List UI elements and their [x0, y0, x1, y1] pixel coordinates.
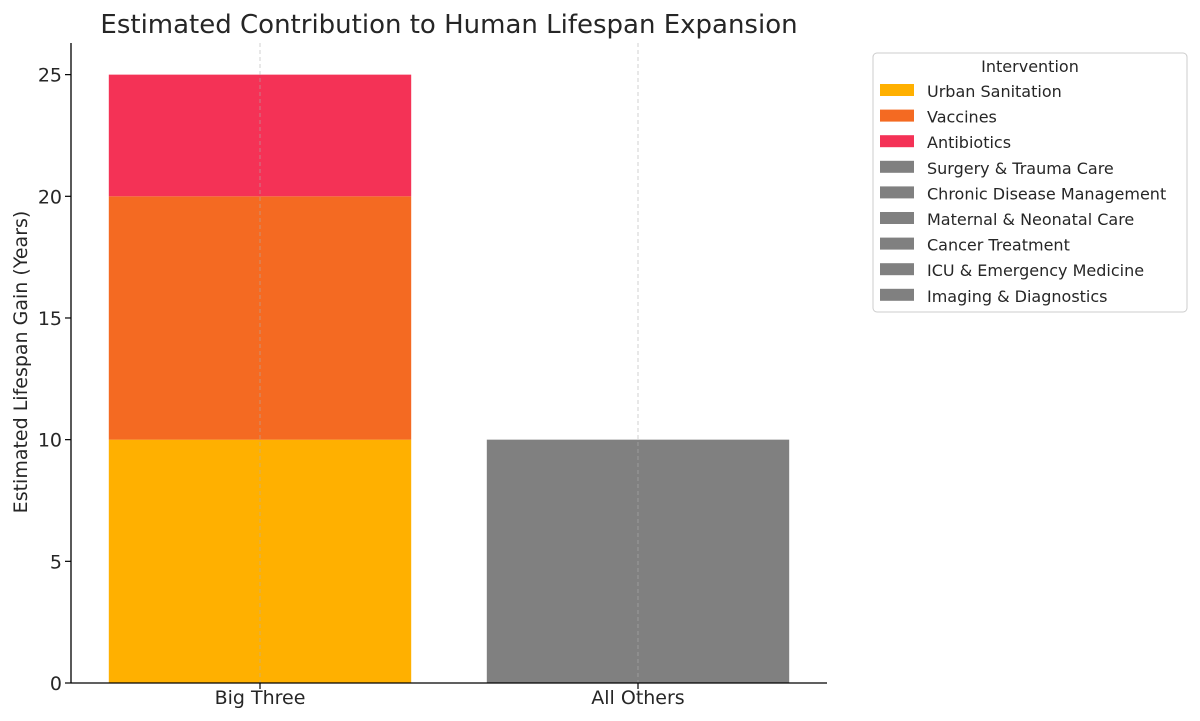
y-tick-label: 25: [38, 65, 62, 87]
legend-label: Maternal & Neonatal Care: [927, 210, 1134, 229]
axes-layer: 0 5 10 15 20 25 Big Three All Others: [38, 43, 827, 709]
legend-label: Antibiotics: [927, 133, 1011, 152]
legend-swatch: [880, 135, 914, 148]
legend: Intervention Urban Sanitation Vaccines Ant…: [872, 52, 1188, 313]
legend-label: Cancer Treatment: [927, 236, 1070, 255]
x-tick-label: All Others: [591, 687, 684, 709]
x-tick-label: Big Three: [215, 687, 306, 709]
y-tick-label: 20: [38, 186, 62, 208]
chart-title: Estimated Contribution to Human Lifespan…: [100, 10, 797, 40]
grid-layer: [259, 43, 639, 683]
legend-label: Urban Sanitation: [927, 82, 1062, 101]
y-tick-label: 10: [38, 430, 62, 452]
y-tick-label: 0: [50, 673, 62, 695]
y-axis-label: Estimated Lifespan Gain (Years): [10, 211, 32, 514]
y-tick-label: 5: [50, 551, 62, 573]
bars-layer: [108, 74, 790, 683]
legend-frame: [872, 52, 1188, 313]
legend-label: ICU & Emergency Medicine: [927, 261, 1144, 280]
legend-swatch: [880, 288, 914, 301]
legend-swatch: [880, 109, 914, 122]
legend-title: Intervention: [981, 57, 1079, 76]
legend-swatch: [880, 212, 914, 224]
legend-label: Chronic Disease Management: [927, 184, 1166, 203]
legend-swatch: [880, 160, 914, 173]
legend-swatch: [880, 237, 914, 250]
y-tick-label: 15: [38, 308, 62, 330]
legend-swatch: [880, 263, 914, 276]
legend-swatch: [880, 84, 914, 96]
legend-label: Imaging & Diagnostics: [927, 287, 1108, 306]
legend-label: Surgery & Trauma Care: [927, 159, 1114, 178]
legend-swatch: [880, 186, 914, 199]
legend-label: Vaccines: [927, 108, 997, 127]
